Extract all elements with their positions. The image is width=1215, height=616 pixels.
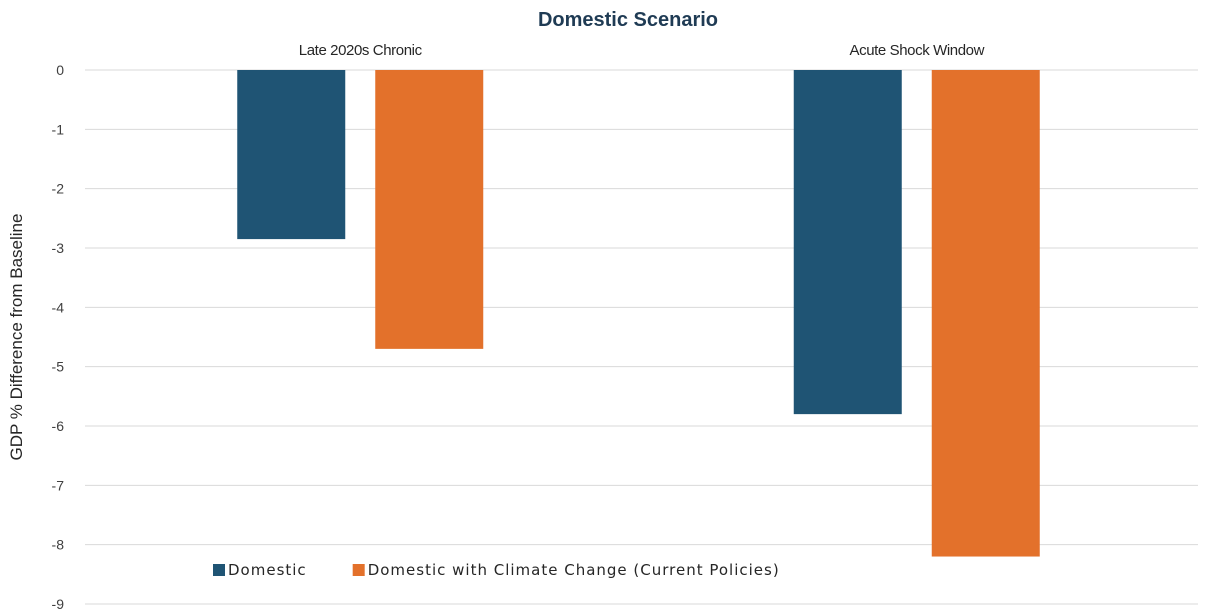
bars (237, 70, 1040, 557)
y-tick-label: -9 (52, 596, 65, 612)
y-tick-label: -7 (52, 477, 65, 493)
bar-domestic-0 (237, 70, 346, 240)
legend-swatch (213, 564, 225, 576)
bar-domestic-climate-1 (931, 70, 1040, 557)
y-tick-label: 0 (56, 62, 64, 78)
y-tick-label: -4 (52, 299, 65, 315)
category-labels: Late 2020s Chronic Acute Shock Window (299, 42, 985, 59)
legend-label: Domestic (228, 561, 307, 579)
bar-domestic-1 (793, 70, 902, 415)
y-tick-label: -8 (52, 537, 65, 553)
legend-label: Domestic with Climate Change (Current Po… (368, 561, 780, 579)
category-label: Acute Shock Window (849, 42, 984, 59)
y-tick-label: -6 (52, 418, 65, 434)
bar-domestic-climate-0 (375, 70, 484, 349)
legend: Domestic Domestic with Climate Change (Cu… (213, 561, 780, 579)
y-axis-ticks: 0 -1 -2 -3 -4 -5 -6 -7 -8 -9 (52, 62, 65, 612)
y-tick-label: -2 (52, 181, 65, 197)
category-label: Late 2020s Chronic (299, 42, 423, 59)
y-tick-label: -5 (52, 359, 65, 375)
chart-title: Domestic Scenario (538, 9, 718, 31)
y-tick-label: -1 (52, 121, 65, 137)
y-axis-label: GDP % Difference from Baseline (7, 214, 26, 461)
y-tick-label: -3 (52, 240, 65, 256)
legend-swatch (352, 564, 365, 576)
